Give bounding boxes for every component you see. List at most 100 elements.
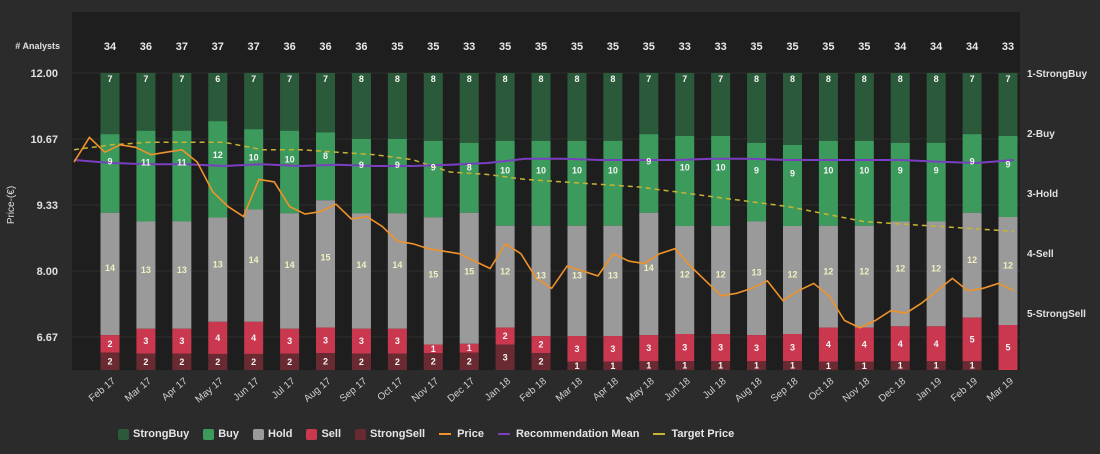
bar-value-label: 2 xyxy=(143,357,148,367)
bar-value-label: 7 xyxy=(682,74,687,84)
analyst-count-label: 37 xyxy=(248,41,260,53)
bar-value-label: 13 xyxy=(213,259,223,269)
bar-value-label: 8 xyxy=(395,74,400,84)
analyst-count-label: 34 xyxy=(930,41,943,53)
analyst-count-label: 36 xyxy=(319,41,331,53)
bar-segment-sell xyxy=(998,325,1018,370)
legend-item-target[interactable]: Target Price xyxy=(653,428,734,440)
bar-value-label: 7 xyxy=(251,74,256,84)
bar-segment-sell xyxy=(208,321,228,354)
analyst-count-label: 34 xyxy=(894,41,907,53)
bar-segment-strongsell xyxy=(387,353,407,370)
bar-value-label: 3 xyxy=(574,344,579,354)
bar-value-label: 3 xyxy=(646,343,651,353)
bar-segment-buy xyxy=(531,140,551,226)
bar-segment-buy xyxy=(926,142,946,222)
bar-segment-hold xyxy=(747,221,767,336)
analyst-count-label: 35 xyxy=(427,41,439,53)
bar-value-label: 7 xyxy=(718,74,723,84)
legend-label-strongbuy: StrongBuy xyxy=(133,428,190,440)
bar-segment-buy xyxy=(280,130,300,214)
recommendation-mean-line xyxy=(73,157,1015,168)
bar-value-label: 12 xyxy=(716,270,726,280)
bar-value-label: 13 xyxy=(608,270,618,280)
bar-segment-hold xyxy=(136,221,156,329)
bar-segment-hold xyxy=(495,225,515,328)
bar-value-label: 9 xyxy=(790,168,795,178)
bar-segment-sell xyxy=(962,317,982,362)
bar-value-label: 1 xyxy=(610,361,615,371)
legend-item-price[interactable]: Price xyxy=(439,428,484,440)
bar-value-label: 2 xyxy=(467,356,472,366)
legend-item-buy[interactable]: Buy xyxy=(203,428,239,440)
bar-value-label: 1 xyxy=(467,343,472,353)
bar-segment-sell xyxy=(567,336,587,362)
bar-value-label: 8 xyxy=(467,162,472,172)
bar-segment-strongsell xyxy=(423,353,443,370)
bar-value-label: 8 xyxy=(898,74,903,84)
legend-item-mean[interactable]: Recommendation Mean xyxy=(497,428,639,440)
bar-segment-strongbuy xyxy=(675,73,695,136)
bar-segment-strongsell xyxy=(280,353,300,370)
bar-value-label: 10 xyxy=(536,166,546,176)
bar-value-label: 9 xyxy=(754,165,759,175)
buy-swatch-icon xyxy=(203,428,215,440)
right-axis-label: 5-StrongSell xyxy=(1027,309,1086,320)
bar-value-label: 1 xyxy=(682,361,687,371)
y-axis-title: Price-(€) xyxy=(6,186,17,224)
legend-item-strongsell[interactable]: StrongSell xyxy=(355,428,425,440)
legend-label-strongsell: StrongSell xyxy=(370,428,426,440)
bar-value-label: 8 xyxy=(503,74,508,84)
bar-segment-buy xyxy=(747,142,767,222)
analyst-count-label: 34 xyxy=(966,41,979,53)
bar-value-label: 12 xyxy=(859,267,869,277)
bar-value-label: 8 xyxy=(862,74,867,84)
bar-segment-buy xyxy=(244,129,264,210)
bar-value-label: 7 xyxy=(107,74,112,84)
bar-value-label: 13 xyxy=(177,265,187,275)
legend-item-strongbuy[interactable]: StrongBuy xyxy=(118,428,189,440)
bar-value-label: 3 xyxy=(503,352,508,362)
bar-value-label: 7 xyxy=(323,74,328,84)
bar-value-label: 12 xyxy=(895,264,905,274)
bar-segment-sell xyxy=(351,328,371,354)
bar-segment-strongsell xyxy=(782,361,802,370)
bar-value-label: 2 xyxy=(539,357,544,367)
bar-value-label: 8 xyxy=(826,74,831,84)
bar-segment-strongsell xyxy=(675,361,695,370)
analyst-count-label: 33 xyxy=(715,41,727,53)
bar-value-label: 2 xyxy=(359,357,364,367)
bar-segment-strongbuy xyxy=(962,73,982,135)
bar-value-label: 9 xyxy=(898,165,903,175)
bar-segment-strongbuy xyxy=(890,73,910,143)
bar-value-label: 15 xyxy=(321,253,331,263)
bar-value-label: 8 xyxy=(431,74,436,84)
bar-segment-hold xyxy=(208,217,228,322)
bar-segment-sell xyxy=(495,327,515,345)
bar-value-label: 1 xyxy=(934,361,939,371)
bar-value-label: 2 xyxy=(179,357,184,367)
legend-item-hold[interactable]: Hold xyxy=(253,428,292,440)
y-tick-label: 9.33 xyxy=(37,200,58,212)
bar-segment-buy xyxy=(962,134,982,213)
bar-value-label: 11 xyxy=(177,158,187,168)
bar-value-label: 4 xyxy=(862,340,867,350)
bar-segment-sell xyxy=(747,335,767,362)
bar-value-label: 8 xyxy=(359,74,364,84)
right-axis-label: 4-Sell xyxy=(1027,249,1054,260)
bar-value-label: 3 xyxy=(682,343,687,353)
bar-value-label: 2 xyxy=(395,357,400,367)
bar-value-label: 9 xyxy=(646,157,651,167)
bar-value-label: 14 xyxy=(249,255,259,265)
bar-segment-hold xyxy=(459,212,479,344)
bar-segment-hold xyxy=(998,217,1018,325)
bar-segment-buy xyxy=(782,145,802,226)
bar-segment-hold xyxy=(423,217,443,345)
legend-item-sell[interactable]: Sell xyxy=(306,428,341,440)
bar-segment-buy xyxy=(172,130,192,222)
analyst-count-label: 35 xyxy=(858,41,870,53)
bar-value-label: 7 xyxy=(646,74,651,84)
bar-segment-buy xyxy=(603,140,623,226)
